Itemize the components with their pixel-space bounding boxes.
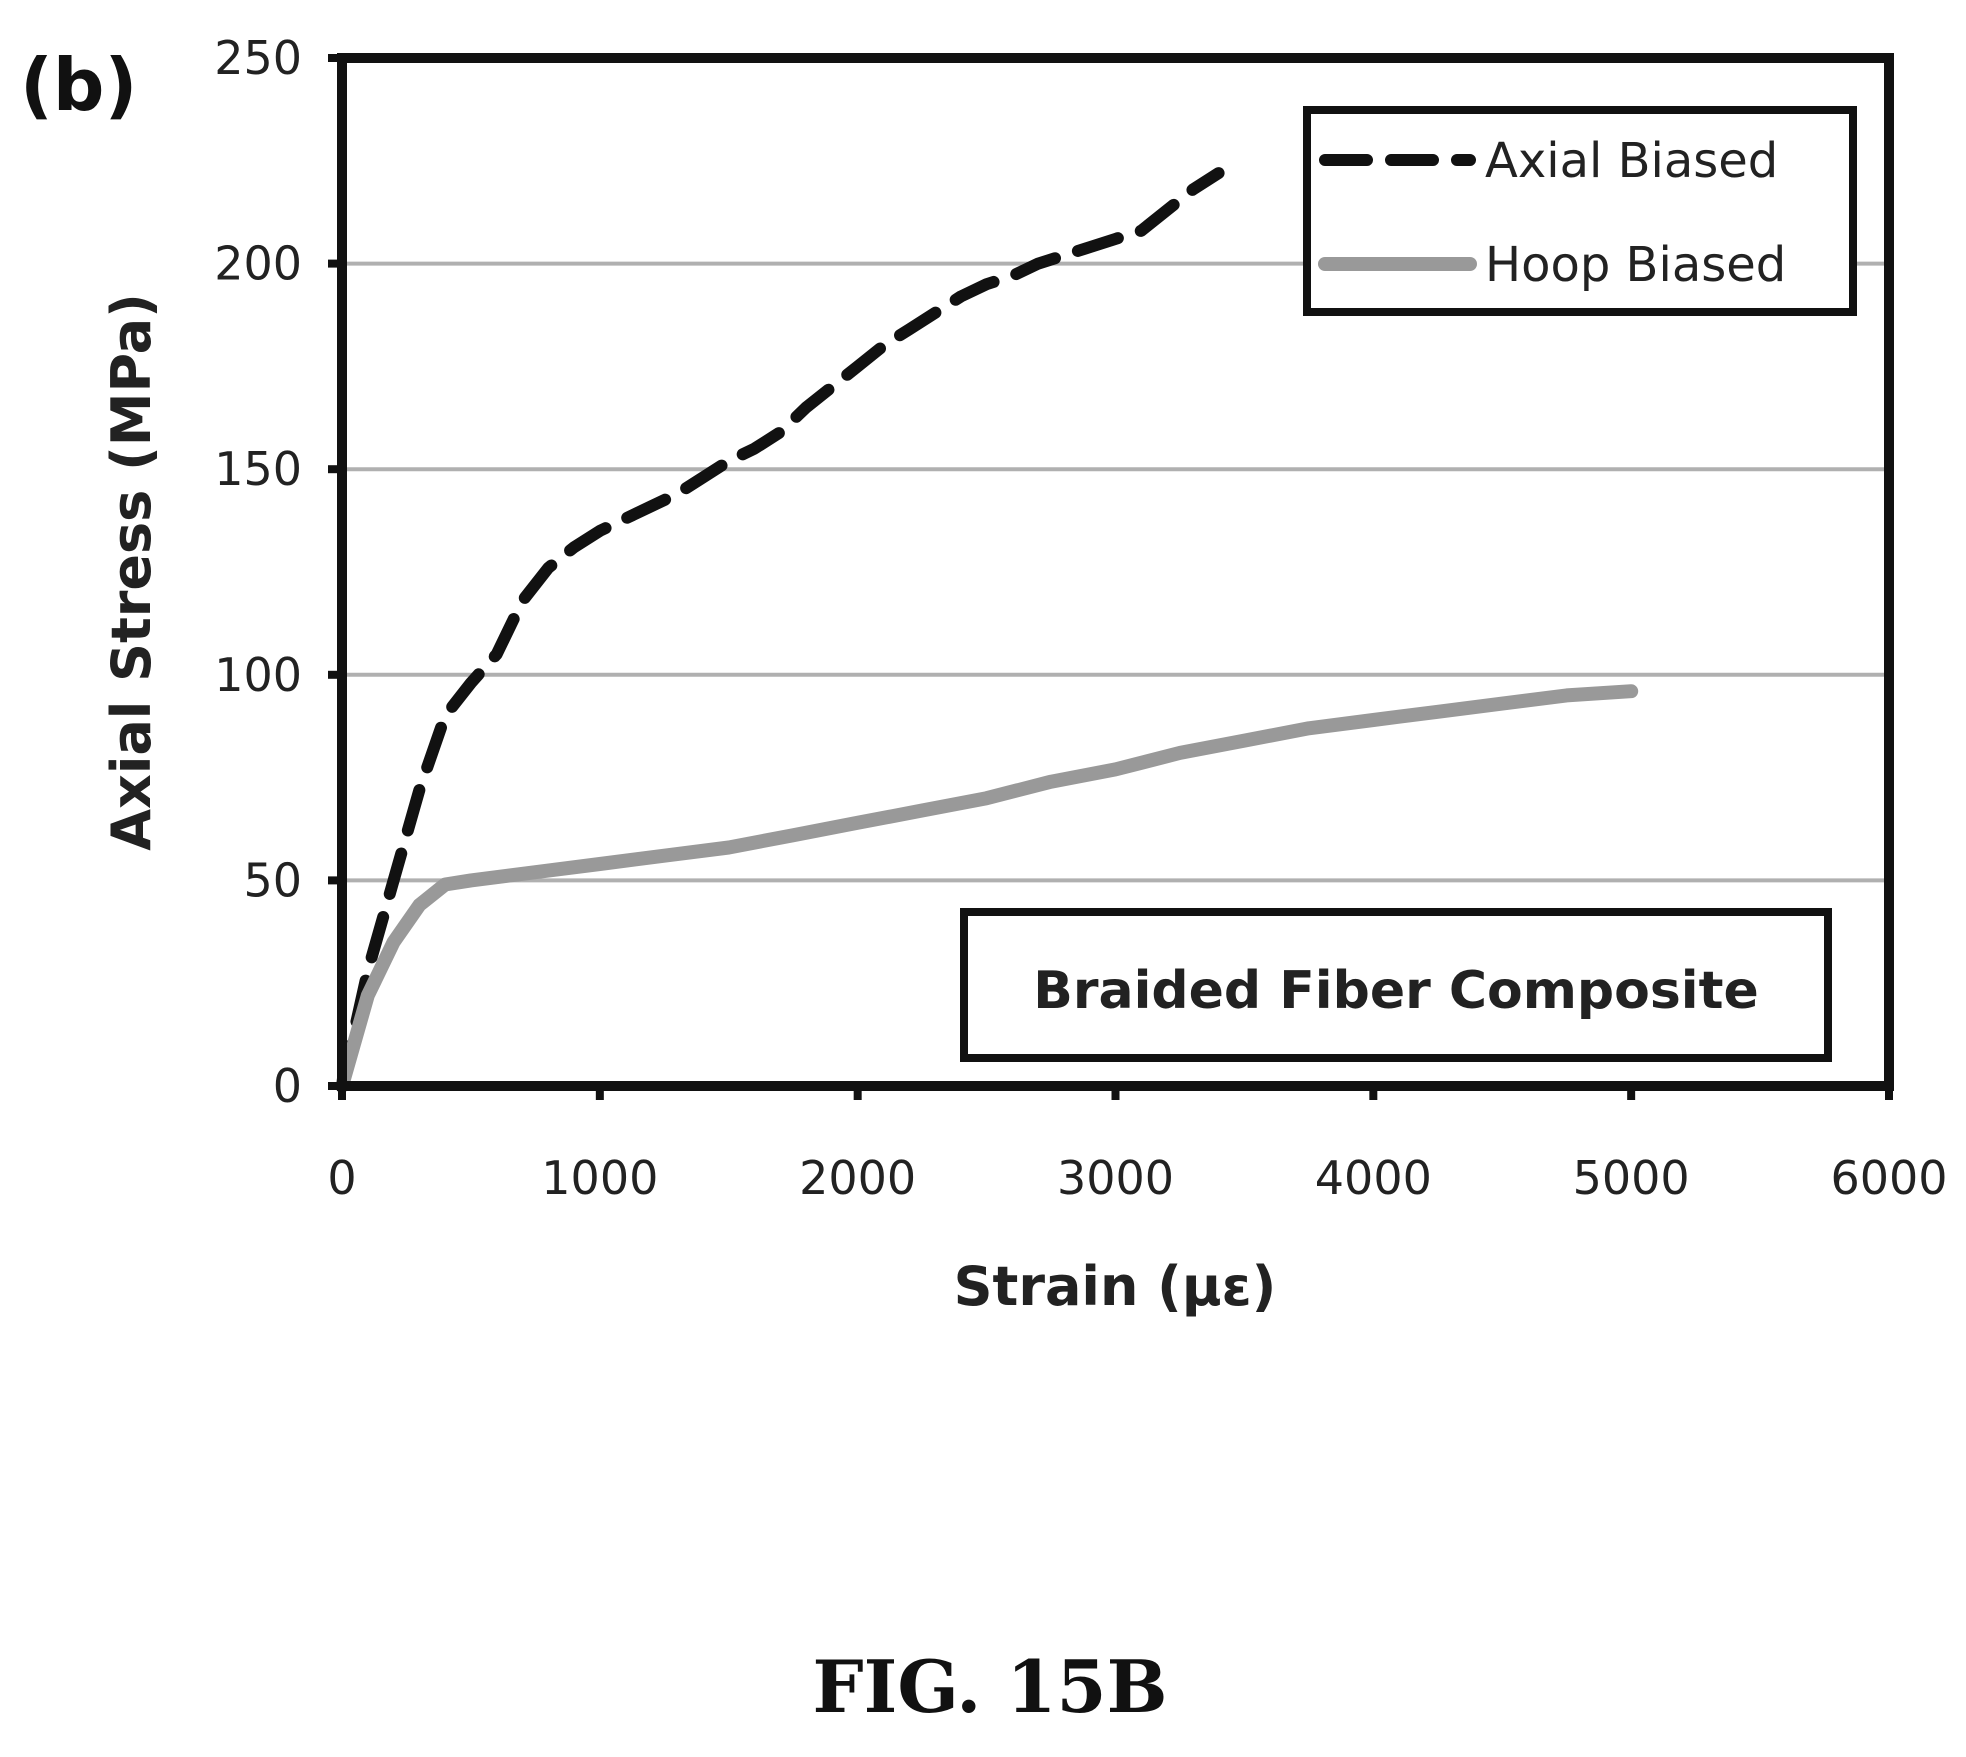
y-axis-title: Axial Stress (MPa): [100, 293, 163, 851]
legend-box: [1303, 106, 1857, 316]
panel-label: (b): [20, 43, 137, 127]
x-tick-label-5000: 5000: [1573, 1151, 1690, 1205]
annotation-frame: [960, 908, 1832, 1062]
legend-label-axial-biased: Axial Biased: [1485, 133, 1778, 189]
x-tick-label-0: 0: [327, 1151, 356, 1205]
annotation-box: Braided Fiber Composite: [960, 908, 1832, 1062]
legend: Axial Biased Hoop Biased: [1303, 106, 1857, 316]
x-tick-label-3000: 3000: [1057, 1151, 1174, 1205]
y-tick-label-100: 100: [214, 648, 302, 702]
legend-label-hoop-biased: Hoop Biased: [1485, 237, 1786, 293]
plot-frame: [337, 53, 1894, 1091]
x-tick-label-4000: 4000: [1315, 1151, 1432, 1205]
series-layer: [335, 167, 1639, 1093]
figure-caption: FIG. 15B: [813, 1644, 1168, 1729]
x-axis-title: Strain (µε): [954, 1255, 1277, 1318]
series-line-axial-biased: [336, 167, 1225, 1092]
x-tick-label-6000: 6000: [1830, 1151, 1947, 1205]
y-tick-label-0: 0: [273, 1059, 302, 1113]
y-tick-label-150: 150: [214, 442, 302, 496]
x-tick-label-2000: 2000: [799, 1151, 916, 1205]
x-tick-label-1000: 1000: [541, 1151, 658, 1205]
ticks-layer: 0 50 100 150 200 250 0 1000 2000 3000 4000 5000 6000: [214, 31, 1947, 1205]
y-tick-label-250: 250: [214, 31, 302, 85]
y-tick-label-50: 50: [243, 853, 302, 907]
series-line-hoop-biased: [335, 684, 1639, 1093]
gridlines: [342, 261, 1889, 883]
y-tick-label-200: 200: [214, 237, 302, 291]
annotation-label: Braided Fiber Composite: [1033, 961, 1759, 1021]
